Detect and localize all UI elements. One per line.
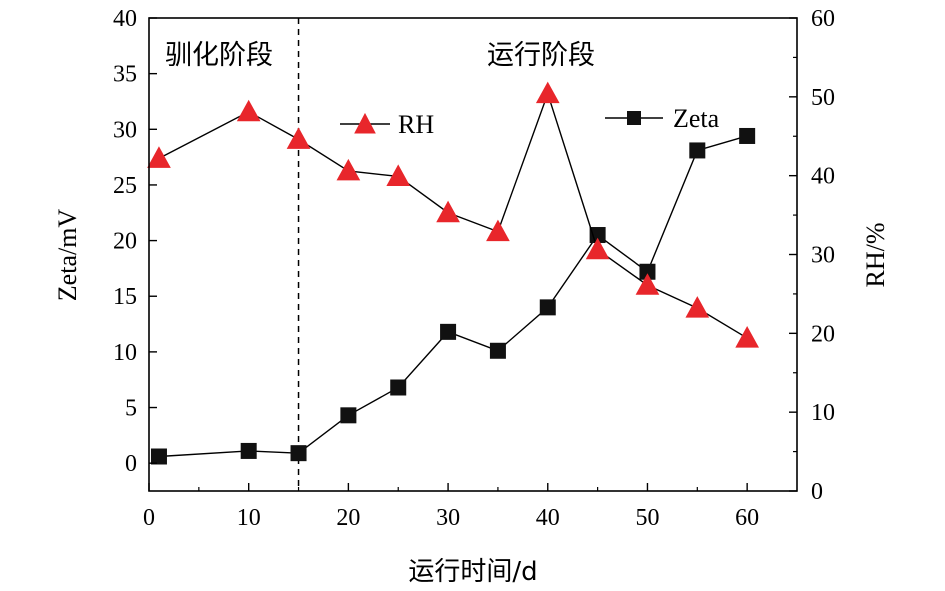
y-left-tick-label: 35 xyxy=(113,62,137,88)
zeta-point xyxy=(639,263,656,280)
zeta-point xyxy=(489,342,506,359)
y-right-tick-label: 30 xyxy=(811,243,835,269)
x-tick-label: 20 xyxy=(336,505,360,531)
y-left-tick-label: 0 xyxy=(125,451,137,477)
phase-label-acclimation: 驯化阶段 xyxy=(165,40,273,71)
rh-point xyxy=(685,296,710,318)
plot-frame xyxy=(148,17,798,492)
x-tick-label: 50 xyxy=(635,505,659,531)
legend-rh: RH xyxy=(340,110,434,139)
x-axis-title: 运行时间/d xyxy=(408,557,537,587)
legend-zeta: Zeta xyxy=(605,104,720,133)
y-axis-right-title: RH/% xyxy=(861,223,890,288)
rh-point xyxy=(386,164,411,186)
y-right-tick-label: 0 xyxy=(811,479,823,505)
zeta-point xyxy=(689,142,706,159)
y-right-tick-label: 20 xyxy=(811,321,835,347)
y-left-tick-label: 25 xyxy=(113,173,137,199)
phase-label-operation: 运行阶段 xyxy=(487,40,595,71)
y-left-tick-label: 30 xyxy=(113,117,137,143)
zeta-point xyxy=(440,323,457,340)
rh-point xyxy=(735,326,759,348)
y-left-tick-label: 10 xyxy=(113,340,137,366)
x-tick-label: 30 xyxy=(436,505,460,531)
zeta-point xyxy=(390,379,407,396)
y-axis-left-title: Zeta/mV xyxy=(53,209,82,302)
x-tick-label: 40 xyxy=(536,505,560,531)
x-tick-label: 0 xyxy=(143,505,155,531)
zeta-point xyxy=(739,127,756,144)
y-left-tick-label: 40 xyxy=(113,6,137,32)
rh-point xyxy=(336,158,361,181)
rh-point xyxy=(585,237,610,260)
zeta-point xyxy=(240,442,257,459)
zeta-series-line xyxy=(158,135,748,458)
legend-zeta-label: Zeta xyxy=(673,104,720,133)
y-left-tick-label: 5 xyxy=(125,396,137,422)
zeta-point xyxy=(340,407,357,424)
x-tick-label: 60 xyxy=(735,505,759,531)
y-left-tick-label: 15 xyxy=(113,284,137,310)
x-tick-label: 10 xyxy=(237,505,261,531)
rh-point xyxy=(286,127,311,149)
legend-rh-label: RH xyxy=(398,110,434,139)
y-right-tick-label: 40 xyxy=(811,164,835,190)
rh-point xyxy=(236,99,261,122)
y-right-tick-label: 60 xyxy=(811,6,835,32)
legend-rh-marker xyxy=(354,112,376,134)
rh-point xyxy=(486,219,510,242)
series-layer xyxy=(147,81,759,465)
rh-point xyxy=(147,146,171,168)
zeta-point xyxy=(150,448,167,465)
rh-point xyxy=(436,200,460,223)
y-left-tick-label: 20 xyxy=(113,229,137,255)
y-right-tick-label: 50 xyxy=(811,85,835,111)
y-right-tick-label: 10 xyxy=(811,400,835,426)
axis-ticks: 0 10 20 30 40 50 60 0 5 10 15 20 25 30 35 40 0 10 20 30 40 50… xyxy=(113,6,835,531)
zeta-point xyxy=(539,299,556,316)
legend-zeta-marker xyxy=(627,111,641,125)
rh-point xyxy=(535,81,560,104)
zeta-point xyxy=(290,445,307,462)
rh-point xyxy=(635,273,660,295)
